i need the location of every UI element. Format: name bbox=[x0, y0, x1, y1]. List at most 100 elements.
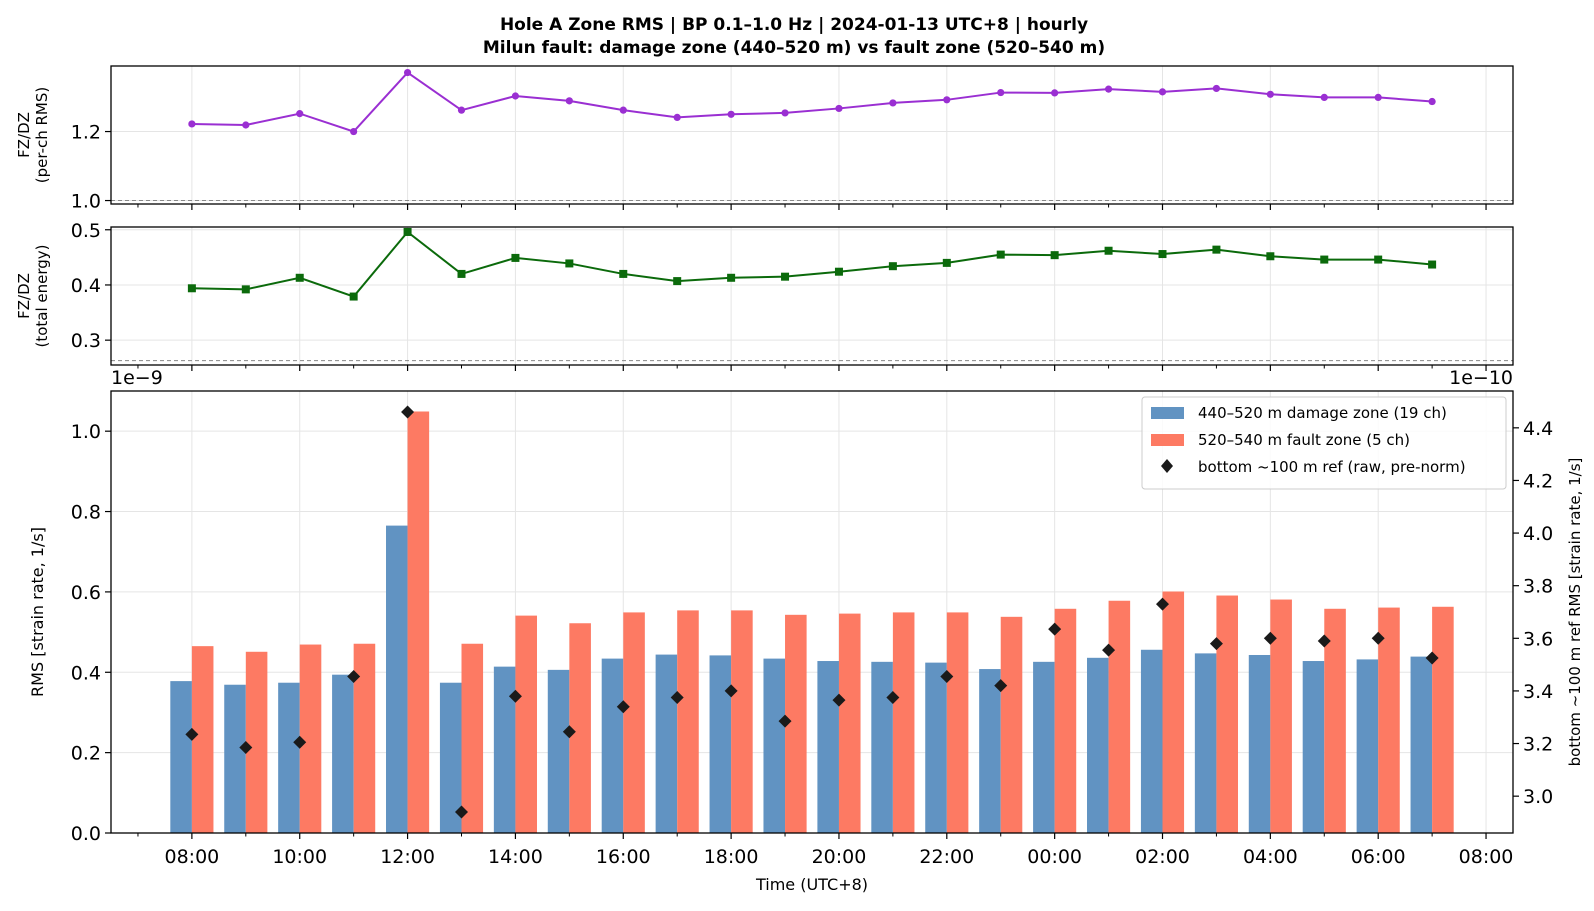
data-point bbox=[1104, 85, 1113, 93]
marker-bottom-ref bbox=[724, 684, 738, 698]
legend-marker-bottom-ref bbox=[1161, 459, 1173, 473]
y-tick-label: 0.4 bbox=[71, 662, 101, 684]
data-point bbox=[1320, 93, 1328, 101]
ratio-energy-ylabel: FZ/DZ bbox=[15, 273, 33, 319]
ratio-energy-panel: 0.3 0.4 0.5 FZ/DZ (total energy) 1e−9 1e−1… bbox=[15, 220, 1514, 389]
x-tick-label: 20:00 bbox=[812, 846, 867, 868]
x-tick-label: 12:00 bbox=[380, 846, 435, 868]
bar-fault-zone bbox=[1378, 607, 1400, 833]
data-point bbox=[1158, 88, 1167, 96]
bar-damage-zone bbox=[493, 666, 516, 833]
bar-fault-zone bbox=[1000, 616, 1023, 833]
bar-damage-zone bbox=[547, 669, 570, 833]
data-point bbox=[997, 88, 1005, 97]
bar-fault-zone bbox=[1162, 591, 1185, 833]
data-point bbox=[835, 104, 843, 113]
ratio-rms-ylabel: FZ/DZ bbox=[15, 112, 33, 158]
y2-tick-label: 4.4 bbox=[1523, 418, 1553, 440]
x-tick-label: 04:00 bbox=[1243, 846, 1298, 868]
y2-tick-label: 3.0 bbox=[1523, 786, 1553, 808]
bar-fault-zone bbox=[461, 643, 484, 833]
bar-damage-zone bbox=[601, 658, 624, 833]
bar-fault-zone bbox=[407, 411, 430, 833]
data-point bbox=[1050, 251, 1059, 260]
marker-bottom-ref bbox=[1209, 637, 1223, 651]
x-tick-label: 18:00 bbox=[704, 846, 759, 868]
marker-bottom-ref bbox=[1317, 634, 1331, 648]
marker-bottom-ref bbox=[1156, 597, 1169, 611]
data-point bbox=[188, 120, 196, 128]
rms-frame bbox=[110, 390, 1514, 834]
data-point bbox=[888, 262, 897, 271]
x-tick-label: 02:00 bbox=[1135, 846, 1190, 868]
data-point bbox=[1158, 250, 1167, 259]
y-tick-label: 0.8 bbox=[71, 502, 101, 524]
marker-bottom-ref bbox=[886, 691, 900, 705]
bar-fault-zone bbox=[785, 614, 807, 833]
data-point bbox=[349, 292, 358, 301]
marker-bottom-ref bbox=[455, 805, 468, 819]
bar-fault-zone bbox=[191, 646, 214, 833]
bar-damage-zone bbox=[1140, 649, 1163, 833]
bar-fault-zone bbox=[838, 613, 861, 833]
y-tick-label: 0.2 bbox=[71, 743, 101, 765]
x-tick-label: 14:00 bbox=[488, 846, 543, 868]
bar-damage-zone bbox=[332, 674, 354, 833]
y2-tick-label: 3.6 bbox=[1523, 628, 1553, 650]
bar-damage-zone bbox=[386, 525, 408, 833]
y2-tick-label: 3.2 bbox=[1523, 734, 1553, 756]
bar-fault-zone bbox=[1216, 595, 1238, 833]
bar-fault-zone bbox=[353, 643, 376, 833]
bar-fault-zone bbox=[946, 612, 969, 833]
bar-fault-zone bbox=[515, 615, 537, 833]
data-point bbox=[1212, 245, 1221, 254]
data-point bbox=[942, 258, 951, 267]
bar-damage-zone bbox=[655, 654, 678, 833]
bar-damage-zone bbox=[709, 655, 732, 833]
data-point bbox=[295, 273, 304, 282]
data-point bbox=[1374, 255, 1383, 264]
legend-swatch-damage-zone bbox=[1151, 407, 1184, 419]
bar-damage-zone bbox=[224, 684, 246, 833]
data-point bbox=[1374, 93, 1382, 101]
data-point bbox=[834, 267, 843, 276]
data-point bbox=[1320, 255, 1329, 264]
marker-bottom-ref bbox=[616, 700, 630, 714]
bar-fault-zone bbox=[569, 623, 591, 833]
x-tick-label: 10:00 bbox=[272, 846, 327, 868]
y-tick-label: 0.4 bbox=[71, 275, 101, 297]
bar-damage-zone bbox=[1410, 656, 1433, 833]
x-tick-label: 22:00 bbox=[919, 846, 974, 868]
marker-bottom-ref bbox=[940, 669, 954, 683]
bar-fault-zone bbox=[299, 644, 322, 833]
data-point bbox=[943, 96, 951, 104]
marker-bottom-ref bbox=[1102, 643, 1116, 657]
bar-fault-zone bbox=[1108, 600, 1131, 833]
bar-fault-zone bbox=[731, 610, 753, 833]
bar-fault-zone bbox=[245, 651, 268, 833]
marker-bottom-ref bbox=[1048, 622, 1062, 636]
x-tick-label: 00:00 bbox=[1027, 846, 1082, 868]
x-tick-label: 06:00 bbox=[1351, 846, 1406, 868]
data-point bbox=[1266, 90, 1274, 98]
bar-damage-zone bbox=[439, 682, 462, 833]
y-tick-label: 0.3 bbox=[71, 330, 101, 352]
series-line bbox=[191, 71, 1433, 133]
chart-subtitle: Milun fault: damage zone (440–520 m) vs … bbox=[483, 38, 1105, 58]
bar-damage-zone bbox=[1194, 653, 1217, 833]
bar-damage-zone bbox=[1302, 661, 1325, 833]
bar-fault-zone bbox=[1432, 606, 1454, 833]
legend-box bbox=[1141, 396, 1507, 490]
data-point bbox=[1212, 84, 1221, 93]
data-point bbox=[727, 110, 735, 118]
data-point bbox=[565, 259, 574, 268]
ratio-energy-offset-left: 1e−9 bbox=[111, 367, 163, 389]
bar-damage-zone bbox=[278, 682, 300, 833]
chart-legend: 440–520 m damage zone (19 ch) 520–540 m … bbox=[1141, 396, 1507, 490]
bar-damage-zone bbox=[1356, 659, 1379, 833]
bar-fault-zone bbox=[677, 610, 699, 833]
data-point bbox=[673, 113, 681, 122]
series-line bbox=[191, 230, 1433, 298]
y2-tick-label: 3.8 bbox=[1523, 576, 1553, 598]
y-tick-label: 1.0 bbox=[71, 191, 101, 213]
